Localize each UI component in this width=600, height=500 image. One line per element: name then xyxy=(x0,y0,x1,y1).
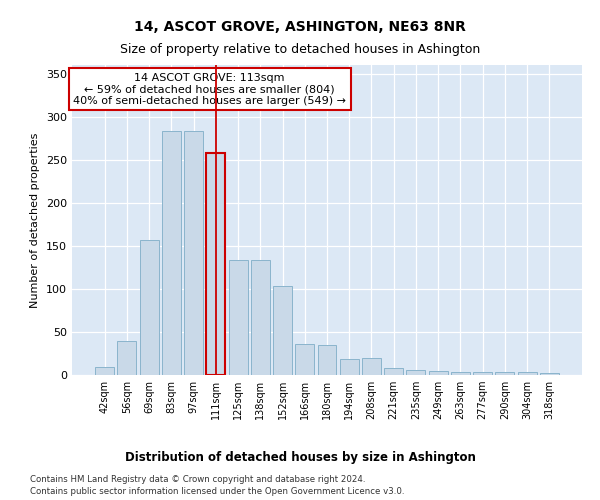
Text: Size of property relative to detached houses in Ashington: Size of property relative to detached ho… xyxy=(120,42,480,56)
Bar xyxy=(406,370,425,375)
Bar xyxy=(518,372,536,375)
Bar xyxy=(384,368,403,375)
Bar xyxy=(540,374,559,375)
Bar xyxy=(95,367,114,375)
Text: 14 ASCOT GROVE: 113sqm
← 59% of detached houses are smaller (804)
40% of semi-de: 14 ASCOT GROVE: 113sqm ← 59% of detached… xyxy=(73,72,346,106)
Text: Contains public sector information licensed under the Open Government Licence v3: Contains public sector information licen… xyxy=(30,486,404,496)
Bar xyxy=(229,260,248,375)
Bar xyxy=(362,358,381,375)
Bar xyxy=(496,372,514,375)
Bar xyxy=(340,358,359,375)
Bar xyxy=(273,286,292,375)
Text: Distribution of detached houses by size in Ashington: Distribution of detached houses by size … xyxy=(125,451,475,464)
Bar xyxy=(295,344,314,375)
Bar xyxy=(473,372,492,375)
Text: Contains HM Land Registry data © Crown copyright and database right 2024.: Contains HM Land Registry data © Crown c… xyxy=(30,476,365,484)
Bar xyxy=(162,132,181,375)
Bar xyxy=(451,372,470,375)
Bar xyxy=(206,153,225,375)
Bar xyxy=(251,260,270,375)
Y-axis label: Number of detached properties: Number of detached properties xyxy=(31,132,40,308)
Bar xyxy=(118,340,136,375)
Bar xyxy=(429,370,448,375)
Text: 14, ASCOT GROVE, ASHINGTON, NE63 8NR: 14, ASCOT GROVE, ASHINGTON, NE63 8NR xyxy=(134,20,466,34)
Bar xyxy=(317,345,337,375)
Bar xyxy=(184,132,203,375)
Bar xyxy=(140,240,158,375)
